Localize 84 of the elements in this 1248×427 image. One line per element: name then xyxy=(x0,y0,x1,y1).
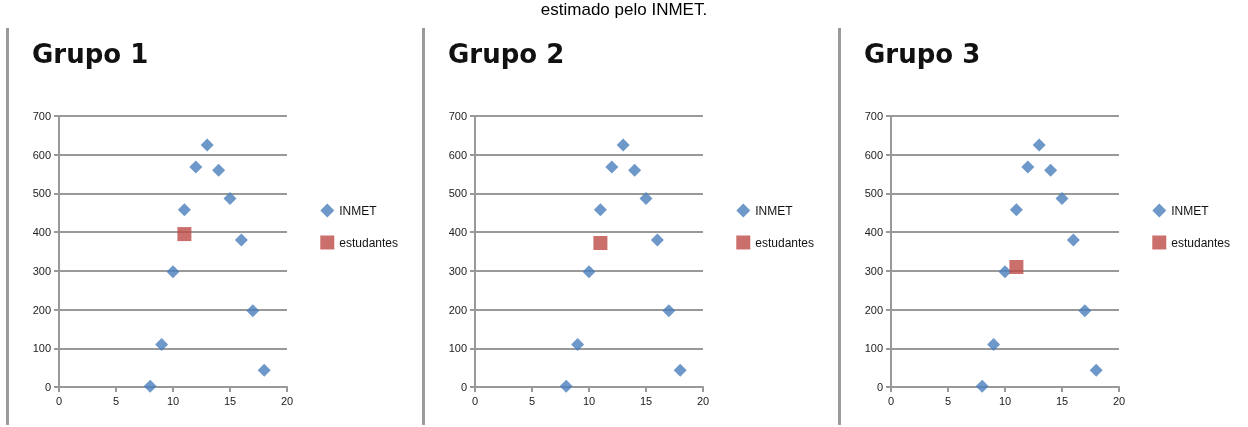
x-tick-label: 5 xyxy=(944,394,952,407)
y-tick-label: 600 xyxy=(32,148,51,161)
x-tick-label: 5 xyxy=(112,394,120,407)
y-tick-label: 700 xyxy=(32,110,51,122)
point xyxy=(1044,163,1058,177)
y-tick-label: 300 xyxy=(448,264,467,277)
legend-label: estudantes xyxy=(1171,235,1231,250)
chart-title: Grupo 2 xyxy=(448,39,565,69)
point xyxy=(1066,233,1080,247)
point xyxy=(605,160,619,174)
point xyxy=(593,235,608,250)
point xyxy=(616,138,630,152)
point xyxy=(1009,203,1023,217)
point xyxy=(582,265,596,279)
y-tick-label: 100 xyxy=(448,342,467,355)
y-tick-label: 0 xyxy=(460,381,467,393)
y-tick-label: 100 xyxy=(32,342,51,355)
x-tick-label: 20 xyxy=(280,394,294,407)
x-tick-label: 10 xyxy=(998,394,1012,407)
x-tick-label: 0 xyxy=(55,394,63,407)
y-tick-label: 400 xyxy=(864,226,883,239)
x-tick-label: 10 xyxy=(582,394,596,407)
point xyxy=(1055,191,1069,205)
legend-label: INMET xyxy=(339,203,378,218)
point xyxy=(673,363,687,377)
y-tick-label: 400 xyxy=(32,226,51,239)
y-tick-label: 700 xyxy=(448,110,467,122)
x-tick-label: 5 xyxy=(528,394,536,407)
point xyxy=(177,227,192,242)
y-tick-label: 0 xyxy=(44,381,51,393)
point xyxy=(639,191,653,205)
point xyxy=(155,337,169,351)
point xyxy=(143,379,157,393)
point xyxy=(257,363,271,377)
point xyxy=(987,337,1001,351)
y-tick-label: 500 xyxy=(864,187,883,200)
point xyxy=(650,233,664,247)
text: estimado pelo INMET. xyxy=(539,0,709,21)
legend-label: INMET xyxy=(1171,203,1210,218)
point xyxy=(177,203,191,217)
point xyxy=(559,379,573,393)
y-tick-label: 300 xyxy=(32,264,51,277)
point xyxy=(593,203,607,217)
y-tick-label: 100 xyxy=(864,342,883,355)
point xyxy=(200,138,214,152)
point xyxy=(1078,304,1092,318)
y-tick-label: 500 xyxy=(448,187,467,200)
point xyxy=(212,163,226,177)
point xyxy=(1032,138,1046,152)
point xyxy=(571,337,585,351)
legend-label: INMET xyxy=(755,203,794,218)
y-tick-label: 0 xyxy=(876,381,883,393)
y-tick-label: 600 xyxy=(864,148,883,161)
point xyxy=(1009,259,1024,274)
y-tick-label: 600 xyxy=(448,148,467,161)
y-tick-label: 400 xyxy=(448,226,467,239)
legend-label: estudantes xyxy=(339,235,399,250)
x-tick-label: 15 xyxy=(223,394,237,407)
point xyxy=(234,233,248,247)
x-tick-label: 0 xyxy=(887,394,895,407)
y-tick-label: 700 xyxy=(864,110,883,122)
point xyxy=(189,160,203,174)
y-tick-label: 200 xyxy=(864,303,883,316)
x-tick-label: 20 xyxy=(696,394,710,407)
point xyxy=(662,304,676,318)
y-tick-label: 500 xyxy=(32,187,51,200)
point xyxy=(166,265,180,279)
point xyxy=(975,379,989,393)
x-tick-label: 20 xyxy=(1112,394,1126,407)
x-tick-label: 0 xyxy=(471,394,479,407)
x-tick-label: 15 xyxy=(1055,394,1069,407)
legend-label: estudantes xyxy=(755,235,815,250)
x-tick-label: 15 xyxy=(639,394,653,407)
chart-title: Grupo 3 xyxy=(864,39,981,69)
y-tick-label: 300 xyxy=(864,264,883,277)
y-tick-label: 200 xyxy=(32,303,51,316)
point xyxy=(1021,160,1035,174)
point xyxy=(246,304,260,318)
x-tick-label: 10 xyxy=(166,394,180,407)
y-tick-label: 200 xyxy=(448,303,467,316)
point xyxy=(1089,363,1103,377)
point xyxy=(628,163,642,177)
chart-title: Grupo 1 xyxy=(32,39,149,69)
point xyxy=(223,191,237,205)
